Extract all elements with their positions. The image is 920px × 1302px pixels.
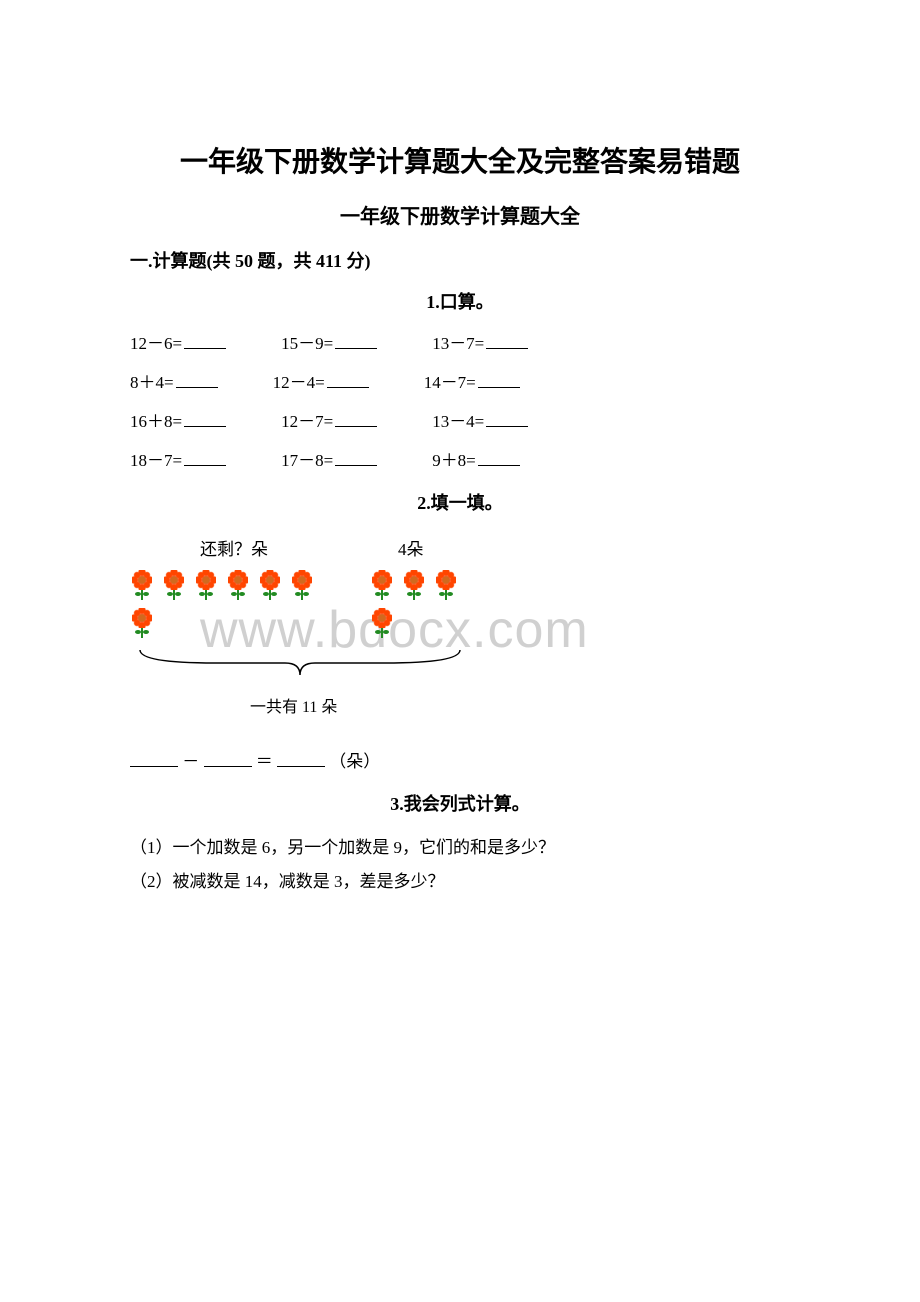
calc-item: 12－7= bbox=[281, 407, 377, 432]
answer-blank[interactable] bbox=[486, 409, 528, 427]
word-problems: （1）一个加数是 6，另一个加数是 9，它们的和是多少？ （2）被减数是 14，… bbox=[130, 831, 790, 899]
calc-expr: 12－4= bbox=[273, 368, 325, 393]
flower-icon bbox=[370, 608, 394, 640]
brace-icon bbox=[130, 645, 470, 680]
answer-blank[interactable] bbox=[184, 409, 226, 427]
calc-item: 12－6= bbox=[130, 329, 226, 354]
calc-row: 8＋4= 12－4= 14－7= bbox=[130, 368, 790, 393]
sub-title: 一年级下册数学计算题大全 bbox=[130, 200, 790, 229]
q2-header: 2.填一填。 bbox=[130, 489, 790, 515]
total-label: 一共有 11 朵 bbox=[250, 693, 790, 717]
calc-expr: 8＋4= bbox=[130, 368, 174, 393]
flower-icon bbox=[290, 570, 314, 602]
main-title: 一年级下册数学计算题大全及完整答案易错题 bbox=[130, 140, 790, 180]
calc-expr: 15－9= bbox=[281, 329, 333, 354]
calc-item: 13－7= bbox=[432, 329, 528, 354]
label-four: 4朵 bbox=[398, 535, 424, 560]
answer-blank[interactable] bbox=[335, 409, 377, 427]
answer-blank[interactable] bbox=[478, 370, 520, 388]
section-header: 一.计算题(共 50 题，共 411 分) bbox=[130, 247, 790, 273]
flower-icon bbox=[130, 570, 154, 602]
q1-header: 1.口算。 bbox=[130, 288, 790, 314]
calc-expr: 14－7= bbox=[424, 368, 476, 393]
word-problem-1: （1）一个加数是 6，另一个加数是 9，它们的和是多少？ bbox=[130, 831, 790, 865]
calc-row: 12－6= 15－9= 13－7= bbox=[130, 329, 790, 354]
minus-sign: － bbox=[182, 752, 199, 771]
calc-expr: 12－7= bbox=[281, 407, 333, 432]
answer-blank[interactable] bbox=[335, 331, 377, 349]
calc-item: 17－8= bbox=[281, 446, 377, 471]
label-remaining: 还剩？朵 bbox=[200, 535, 268, 560]
calc-item: 15－9= bbox=[281, 329, 377, 354]
answer-blank[interactable] bbox=[184, 331, 226, 349]
calc-row: 16＋8= 12－7= 13－4= bbox=[130, 407, 790, 432]
answer-blank[interactable] bbox=[184, 448, 226, 466]
document-content: 一年级下册数学计算题大全及完整答案易错题 一年级下册数学计算题大全 一.计算题(… bbox=[130, 140, 790, 899]
equation-unit: （朵） bbox=[329, 752, 380, 771]
calc-expr: 16＋8= bbox=[130, 407, 182, 432]
flower-icon bbox=[370, 570, 394, 602]
flower-icon bbox=[258, 570, 282, 602]
answer-blank[interactable] bbox=[335, 448, 377, 466]
calc-expr: 13－7= bbox=[432, 329, 484, 354]
flower-icon bbox=[402, 570, 426, 602]
flowers-left-group bbox=[130, 570, 320, 640]
flower-icon bbox=[434, 570, 458, 602]
equation-blank[interactable] bbox=[130, 749, 178, 767]
flower-section: 还剩？朵 4朵 一共有 11 朵 bbox=[130, 535, 790, 717]
calc-expr: 13－4= bbox=[432, 407, 484, 432]
word-problem-2: （2）被减数是 14，减数是 3，差是多少？ bbox=[130, 865, 790, 899]
flower-icon bbox=[226, 570, 250, 602]
answer-blank[interactable] bbox=[486, 331, 528, 349]
calc-item: 16＋8= bbox=[130, 407, 226, 432]
flower-labels: 还剩？朵 4朵 bbox=[130, 535, 790, 560]
equation-blank[interactable] bbox=[204, 749, 252, 767]
calc-item: 13－4= bbox=[432, 407, 528, 432]
calc-item: 12－4= bbox=[273, 368, 369, 393]
calc-row: 18－7= 17－8= 9＋8= bbox=[130, 446, 790, 471]
calc-item: 14－7= bbox=[424, 368, 520, 393]
q3-header: 3.我会列式计算。 bbox=[130, 790, 790, 816]
flower-icon bbox=[162, 570, 186, 602]
calc-item: 18－7= bbox=[130, 446, 226, 471]
calc-expr: 18－7= bbox=[130, 446, 182, 471]
answer-blank[interactable] bbox=[478, 448, 520, 466]
calc-item: 8＋4= bbox=[130, 368, 218, 393]
calc-expr: 12－6= bbox=[130, 329, 182, 354]
answer-blank[interactable] bbox=[176, 370, 218, 388]
calc-grid: 12－6= 15－9= 13－7= 8＋4= 12－4= 14－7= 16＋8=… bbox=[130, 329, 790, 471]
equals-sign: ＝ bbox=[256, 752, 273, 771]
flower-icon bbox=[130, 608, 154, 640]
calc-item: 9＋8= bbox=[432, 446, 520, 471]
calc-expr: 9＋8= bbox=[432, 446, 476, 471]
flowers-right-group bbox=[370, 570, 460, 640]
equation-line: － ＝ （朵） bbox=[130, 747, 790, 772]
flower-icon bbox=[194, 570, 218, 602]
equation-blank[interactable] bbox=[277, 749, 325, 767]
calc-expr: 17－8= bbox=[281, 446, 333, 471]
flower-area bbox=[130, 570, 790, 640]
answer-blank[interactable] bbox=[327, 370, 369, 388]
